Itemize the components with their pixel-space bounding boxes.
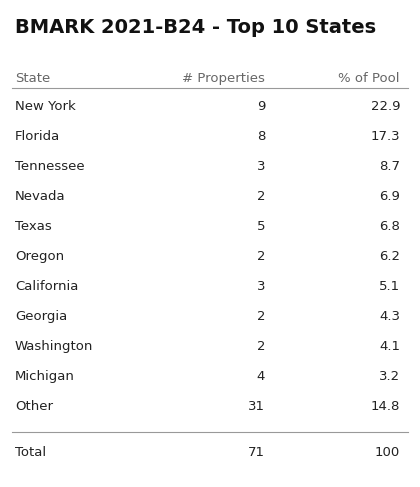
Text: Oregon: Oregon — [15, 250, 64, 263]
Text: 9: 9 — [257, 100, 265, 113]
Text: Georgia: Georgia — [15, 310, 67, 323]
Text: 6.9: 6.9 — [379, 190, 400, 203]
Text: 4.3: 4.3 — [379, 310, 400, 323]
Text: BMARK 2021-B24 - Top 10 States: BMARK 2021-B24 - Top 10 States — [15, 18, 376, 37]
Text: 8.7: 8.7 — [379, 160, 400, 173]
Text: 3: 3 — [257, 160, 265, 173]
Text: California: California — [15, 280, 79, 293]
Text: 3.2: 3.2 — [379, 370, 400, 383]
Text: 3: 3 — [257, 280, 265, 293]
Text: Nevada: Nevada — [15, 190, 66, 203]
Text: 14.8: 14.8 — [370, 400, 400, 413]
Text: 4.1: 4.1 — [379, 340, 400, 353]
Text: 2: 2 — [257, 340, 265, 353]
Text: 6.2: 6.2 — [379, 250, 400, 263]
Text: 17.3: 17.3 — [370, 130, 400, 143]
Text: Total: Total — [15, 446, 46, 459]
Text: Texas: Texas — [15, 220, 52, 233]
Text: Florida: Florida — [15, 130, 60, 143]
Text: 2: 2 — [257, 190, 265, 203]
Text: % of Pool: % of Pool — [339, 72, 400, 85]
Text: 2: 2 — [257, 310, 265, 323]
Text: Other: Other — [15, 400, 53, 413]
Text: 2: 2 — [257, 250, 265, 263]
Text: 22.9: 22.9 — [370, 100, 400, 113]
Text: 31: 31 — [248, 400, 265, 413]
Text: 5.1: 5.1 — [379, 280, 400, 293]
Text: 71: 71 — [248, 446, 265, 459]
Text: 5: 5 — [257, 220, 265, 233]
Text: 100: 100 — [375, 446, 400, 459]
Text: Washington: Washington — [15, 340, 93, 353]
Text: Michigan: Michigan — [15, 370, 75, 383]
Text: 6.8: 6.8 — [379, 220, 400, 233]
Text: # Properties: # Properties — [182, 72, 265, 85]
Text: State: State — [15, 72, 50, 85]
Text: 8: 8 — [257, 130, 265, 143]
Text: New York: New York — [15, 100, 76, 113]
Text: Tennessee: Tennessee — [15, 160, 84, 173]
Text: 4: 4 — [257, 370, 265, 383]
